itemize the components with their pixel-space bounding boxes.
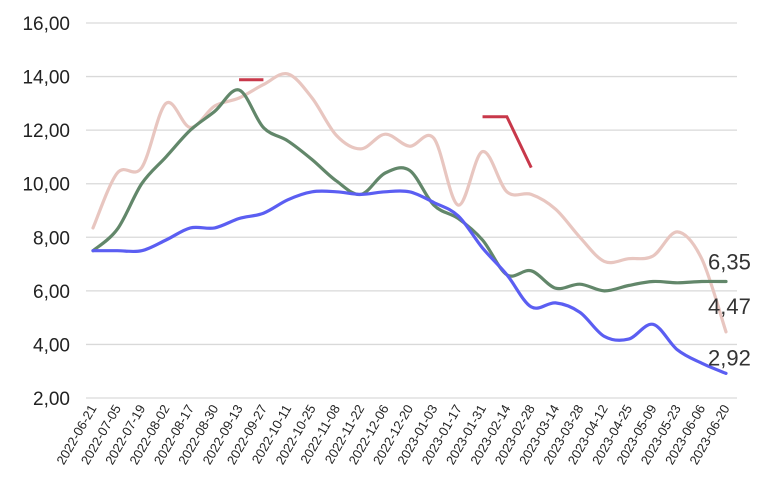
series-line-3 <box>91 189 728 375</box>
series-line-2 <box>91 88 728 293</box>
end-label-series-2: 6,35 <box>708 249 751 274</box>
y-axis-ticks: 2,00 4,00 6,00 8,00 10,00 12,00 14,00 16,00 <box>22 14 70 410</box>
end-label-series-1: 4,47 <box>708 294 751 319</box>
annotation-mark-2 <box>482 115 533 169</box>
y-tick-label: 4,00 <box>33 335 70 356</box>
x-axis-ticks: 2022-06-212022-07-052022-07-192022-08-02… <box>53 402 732 467</box>
y-tick-label: 6,00 <box>33 282 70 303</box>
end-labels: 4,47 6,35 2,92 <box>708 249 751 370</box>
end-label-series-3: 2,92 <box>708 345 751 370</box>
gridlines <box>86 22 737 399</box>
y-tick-label: 12,00 <box>22 121 70 142</box>
series-line-1 <box>91 71 728 334</box>
y-tick-label: 2,00 <box>33 389 70 410</box>
y-tick-label: 14,00 <box>22 68 70 89</box>
series-lines <box>91 71 728 375</box>
y-tick-label: 16,00 <box>22 14 70 35</box>
y-tick-label: 10,00 <box>22 175 70 196</box>
y-tick-label: 8,00 <box>33 228 70 249</box>
annotation-marks <box>239 78 533 169</box>
